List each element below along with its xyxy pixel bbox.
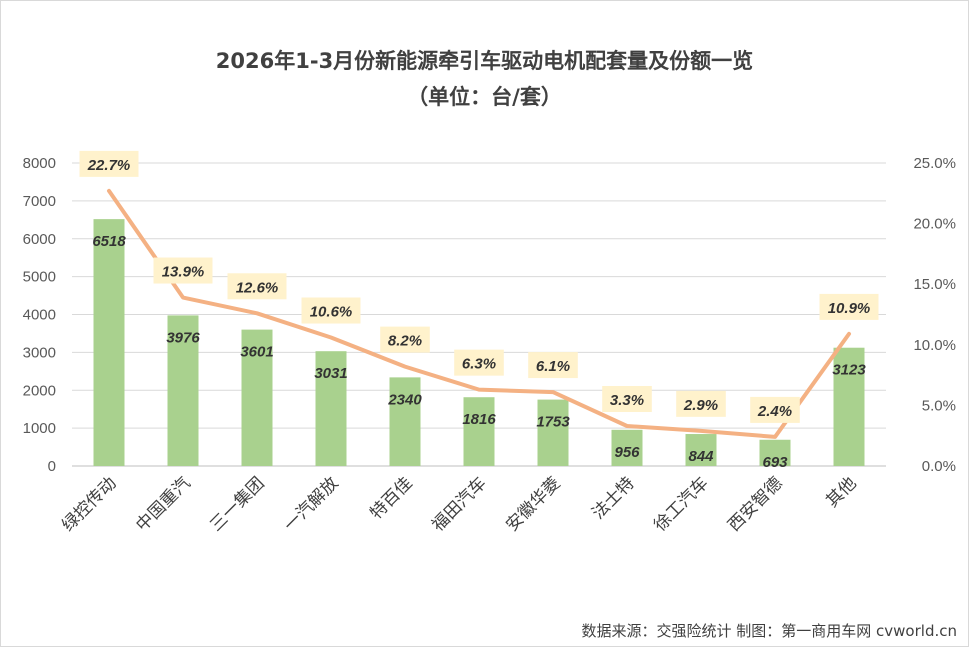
- category-label: 一汽解放: [280, 473, 342, 535]
- category-label: 西安智德: [724, 473, 786, 535]
- y-right-tick-label: 10.0%: [913, 337, 956, 354]
- category-label: 三一集团: [206, 473, 268, 535]
- y-left-tick-label: 5000: [23, 269, 56, 286]
- share-line: [107, 188, 851, 439]
- bar-value-label: 956: [614, 444, 640, 461]
- category-label: 特百佳: [366, 473, 416, 523]
- share-value-label: 3.3%: [610, 392, 644, 409]
- bar: [315, 351, 347, 466]
- bar: [833, 347, 865, 466]
- bar-value-label: 1816: [462, 411, 496, 428]
- bar-value-label: 3601: [240, 344, 273, 361]
- y-left-tick-label: 1000: [23, 420, 56, 437]
- bar-value-label: 844: [688, 448, 714, 465]
- y-left-tick-label: 4000: [23, 307, 56, 324]
- y-left-tick-label: 2000: [23, 382, 56, 399]
- y-left-tick-label: 6000: [23, 231, 56, 248]
- y-right-tick-label: 25.0%: [913, 155, 956, 172]
- category-label: 绿控传动: [58, 473, 120, 535]
- category-label: 中国重汽: [132, 473, 194, 535]
- bar-value-label: 1753: [536, 414, 570, 431]
- bar-value-label: 3123: [832, 362, 866, 379]
- chart-title: 2026年1-3月份新能源牵引车驱动电机配套量及份额一览: [215, 49, 754, 73]
- share-value-label: 13.9%: [162, 264, 205, 281]
- bar: [93, 219, 125, 466]
- share-value-label: 12.6%: [236, 279, 279, 296]
- y-right-tick-label: 15.0%: [913, 276, 956, 293]
- share-label-box: [227, 273, 287, 300]
- data-source-note: 数据来源：交强险统计 制图：第一商用车网 cvworld.cn: [581, 622, 958, 640]
- share-label-box: [79, 150, 139, 177]
- category-label: 其他: [822, 473, 860, 511]
- bar: [463, 397, 495, 466]
- chart-subtitle: （单位：台/套）: [407, 85, 562, 109]
- category-label: 安徽华菱: [502, 473, 564, 535]
- y-right-tick-label: 5.0%: [922, 397, 956, 414]
- bar: [537, 399, 569, 466]
- share-value-label: 10.6%: [310, 304, 353, 321]
- y-right-tick-label: 20.0%: [913, 216, 956, 233]
- bar-value-label: 3031: [314, 365, 347, 382]
- share-value-label: 6.3%: [462, 356, 496, 373]
- category-label: 福田汽车: [428, 473, 490, 535]
- share-label-box: [153, 257, 213, 284]
- share-value-label: 22.7%: [87, 157, 131, 174]
- y-right-tick-label: 0.0%: [922, 458, 956, 475]
- share-value-label: 6.1%: [536, 358, 570, 375]
- share-value-label: 10.9%: [828, 300, 871, 317]
- share-label-box: [528, 352, 578, 379]
- category-label: 法士特: [588, 473, 638, 523]
- share-value-label: 8.2%: [388, 333, 422, 350]
- share-label-box: [301, 297, 361, 324]
- category-label: 徐工汽车: [650, 473, 712, 535]
- y-left-tick-label: 3000: [23, 344, 56, 361]
- share-label-box: [602, 386, 652, 413]
- y-left-tick-label: 0: [48, 458, 56, 475]
- share-label-box: [750, 396, 800, 423]
- share-value-label: 2.4%: [757, 403, 792, 420]
- share-label-box: [454, 349, 504, 376]
- bar: [389, 377, 421, 466]
- share-value-label: 2.9%: [683, 397, 718, 414]
- bar: [241, 329, 273, 466]
- y-left-tick-label: 7000: [23, 193, 56, 210]
- share-label-box: [819, 293, 879, 320]
- bar: [611, 429, 643, 466]
- bar-value-label: 693: [762, 454, 788, 471]
- bar-value-label: 6518: [92, 233, 126, 250]
- share-label-box: [380, 326, 430, 353]
- bar-value-label: 3976: [166, 329, 200, 346]
- bar: [685, 434, 717, 466]
- bar: [167, 315, 199, 466]
- share-label-box: [676, 390, 726, 417]
- bar: [759, 439, 791, 466]
- bar-value-label: 2340: [387, 391, 422, 408]
- y-left-tick-label: 8000: [23, 155, 56, 172]
